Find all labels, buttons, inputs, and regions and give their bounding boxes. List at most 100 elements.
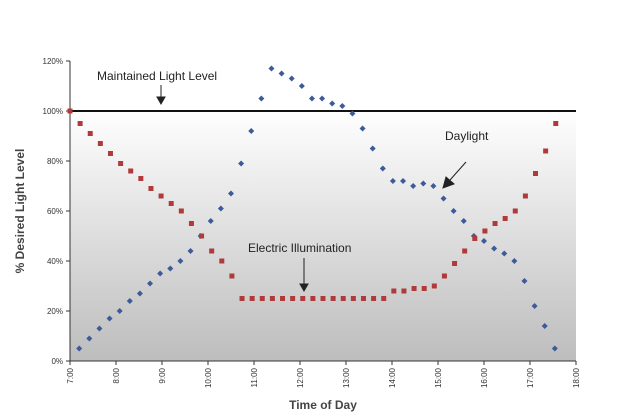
x-tick-label: 8:00 [112, 367, 121, 383]
y-tick-label: 0% [51, 357, 63, 366]
data-point-square [401, 288, 407, 294]
data-point-diamond [440, 195, 447, 202]
data-point-diamond [86, 335, 93, 342]
annotation-arrows [156, 85, 467, 293]
data-point-diamond [511, 258, 518, 264]
data-point-diamond [177, 258, 184, 264]
x-tick-label: 11:00 [250, 367, 259, 387]
data-point-square [533, 171, 539, 176]
y-tick-label: 40% [47, 257, 63, 266]
data-point-diamond [430, 183, 437, 189]
data-point-square [371, 296, 377, 301]
data-point-diamond [389, 178, 396, 184]
data-point-diamond [481, 238, 487, 244]
annotation-daylight: Daylight [445, 129, 489, 143]
data-point-square [148, 186, 154, 191]
data-point-diamond [298, 83, 305, 89]
arrow-electric-head [299, 283, 309, 293]
data-point-square [259, 296, 265, 301]
plot-background [70, 109, 576, 361]
data-point-diamond [96, 325, 103, 332]
y-tick-label: 100% [43, 107, 63, 116]
y-axis-ticks: 0% 20% 40% 60% 80% 100% 120% [43, 57, 70, 366]
data-point-square [280, 296, 286, 301]
data-point-diamond [228, 190, 234, 197]
data-point-diamond [217, 205, 224, 212]
data-point-diamond [288, 75, 295, 82]
x-tick-label: 9:00 [158, 367, 167, 383]
data-point-diamond [136, 290, 143, 297]
data-point-diamond [531, 303, 538, 309]
data-point-diamond [258, 95, 265, 102]
y-axis-title: % Desired Light Level [13, 149, 27, 274]
data-point-square [522, 193, 528, 199]
data-point-square [381, 296, 387, 301]
data-point-diamond [238, 160, 245, 167]
data-point-diamond [450, 208, 457, 214]
x-tick-label: 16:00 [480, 367, 489, 388]
series-group [67, 65, 559, 352]
data-point-square [320, 296, 326, 301]
data-point-square [128, 168, 134, 174]
x-tick-label: 17:00 [526, 367, 535, 388]
data-point-diamond [76, 345, 83, 352]
data-point-square [462, 248, 468, 254]
annotation-electric-illumination: Electric Illumination [248, 241, 351, 255]
data-point-diamond [420, 180, 427, 187]
data-point-square [168, 201, 174, 206]
data-point-diamond [460, 218, 467, 224]
data-point-diamond [278, 70, 285, 77]
data-point-diamond [400, 178, 407, 184]
arrow-maintained-head [156, 96, 166, 106]
data-point-square [199, 233, 205, 239]
data-point-square [290, 296, 296, 301]
data-point-square [158, 193, 164, 199]
arrow-daylight-head [442, 176, 455, 189]
data-point-square [219, 258, 225, 264]
data-point-diamond [268, 65, 275, 72]
data-point-diamond [369, 145, 376, 152]
data-point-square [229, 273, 235, 279]
x-tick-label: 15:00 [434, 367, 443, 388]
y-tick-label: 20% [47, 307, 63, 316]
x-tick-label: 10:00 [204, 367, 213, 388]
data-point-square [421, 286, 427, 291]
data-point-square [553, 121, 559, 126]
series-square [67, 108, 559, 301]
x-tick-label: 13:00 [342, 367, 351, 388]
data-point-diamond [187, 248, 194, 254]
x-axis-ticks: 7:00 8:00 9:00 10:00 11:00 12:00 13:00 14:00 15:… [66, 361, 581, 388]
data-point-diamond [410, 183, 417, 189]
data-point-diamond [379, 165, 386, 172]
data-point-square [239, 296, 245, 301]
data-point-diamond [339, 103, 346, 109]
data-point-square [492, 221, 498, 226]
data-point-diamond [491, 245, 498, 252]
series-diamond [76, 65, 558, 352]
data-point-diamond [147, 280, 154, 287]
data-point-diamond [157, 270, 164, 277]
data-point-square [77, 121, 83, 126]
annotation-maintained-light-level: Maintained Light Level [97, 69, 217, 83]
data-point-square [411, 286, 417, 291]
x-tick-label: 12:00 [296, 367, 305, 388]
data-point-diamond [116, 308, 123, 314]
data-point-square [67, 108, 73, 114]
data-point-diamond [521, 278, 528, 284]
data-point-diamond [207, 218, 214, 224]
data-point-square [97, 141, 103, 146]
x-tick-label: 7:00 [66, 367, 75, 383]
data-point-square [391, 288, 397, 294]
y-tick-label: 60% [47, 207, 63, 216]
data-point-square [209, 248, 215, 254]
x-tick-label: 18:00 [572, 367, 581, 388]
data-point-square [472, 236, 478, 241]
data-point-diamond [501, 250, 508, 257]
data-point-diamond [319, 95, 326, 102]
data-point-diamond [329, 100, 336, 107]
data-point-square [269, 296, 275, 301]
data-point-square [360, 296, 366, 301]
data-point-diamond [308, 95, 315, 102]
